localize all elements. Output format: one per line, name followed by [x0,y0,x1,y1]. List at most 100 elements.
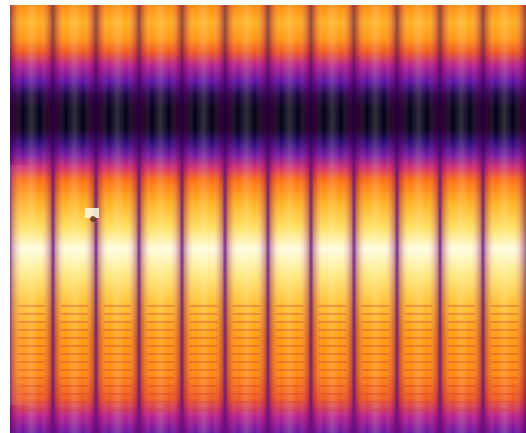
striation-line [490,353,519,355]
rib-seam [51,165,55,433]
striation-line [318,313,347,315]
striation-line [361,353,390,355]
striation-line [404,353,433,355]
striation-line [318,337,347,339]
striation-line [189,409,218,411]
rib-seam [94,165,98,433]
striation-line [146,369,175,371]
striation-line [275,377,304,379]
striation-line [275,321,304,323]
rib-9 [354,5,397,433]
striation-line [447,401,476,403]
striation-line [60,321,89,323]
striation-line [490,329,519,331]
thermal-image [10,5,526,433]
striation-line [146,385,175,387]
striation-line [275,305,304,307]
striation-line [103,329,132,331]
striation-line [490,369,519,371]
striation-line [361,369,390,371]
striation-line [232,329,261,331]
striation-line [447,345,476,347]
striation-line [490,313,519,315]
striation-line [275,345,304,347]
striation-line [103,385,132,387]
striation-line [318,393,347,395]
striation-line [447,337,476,339]
striation-line [490,401,519,403]
striation-line [103,401,132,403]
striation-line [361,321,390,323]
striation-line [318,353,347,355]
striation-line [490,393,519,395]
striation-line [232,401,261,403]
striation-line [318,345,347,347]
striation-line [103,305,132,307]
striation-line [232,353,261,355]
striation-line [232,393,261,395]
rib-4 [139,5,182,433]
striation-line [103,393,132,395]
striation-line [103,409,132,411]
striation-line [275,353,304,355]
striation-line [490,385,519,387]
striation-line [318,401,347,403]
rib-seam [309,165,313,433]
rib-8 [311,5,354,433]
rib-seam [137,165,141,433]
striation-line [103,361,132,363]
striation-line [318,329,347,331]
striation-line [361,305,390,307]
striation-line [490,345,519,347]
striation-line [146,345,175,347]
striation-line [103,321,132,323]
striation-line [361,337,390,339]
striation-line [60,361,89,363]
striation-line [361,329,390,331]
striation-line [232,377,261,379]
striation-line [232,313,261,315]
striation-line [361,313,390,315]
striation-line [275,385,304,387]
striation-line [404,329,433,331]
striation-line [189,369,218,371]
striation-line [447,353,476,355]
rib-11 [440,5,483,433]
thermal-image-canvas [10,5,526,433]
striation-line [318,409,347,411]
striation-line [404,337,433,339]
striation-line [490,409,519,411]
left-edge-glow [10,165,40,405]
striation-line [318,385,347,387]
striation-line [361,385,390,387]
striation-line [447,361,476,363]
striation-line [361,377,390,379]
striation-line [361,409,390,411]
striation-line [60,305,89,307]
striation-line [146,337,175,339]
rib-5 [182,5,225,433]
rib-7 [268,5,311,433]
striation-line [275,369,304,371]
striation-line [60,409,89,411]
striation-line [60,401,89,403]
rib-group [10,5,526,433]
striation-line [490,337,519,339]
striation-line [103,313,132,315]
striation-line [404,313,433,315]
striation-line [447,385,476,387]
striation-line [275,361,304,363]
striation-line [232,409,261,411]
rib-6 [225,5,268,433]
striation-line [447,377,476,379]
striation-line [275,409,304,411]
striation-line [490,377,519,379]
striation-line [146,409,175,411]
striation-line [189,305,218,307]
rib-seam [180,165,184,433]
striation-line [60,337,89,339]
striation-line [275,329,304,331]
striation-line [447,393,476,395]
striation-line [361,393,390,395]
rib-seam [223,165,227,433]
